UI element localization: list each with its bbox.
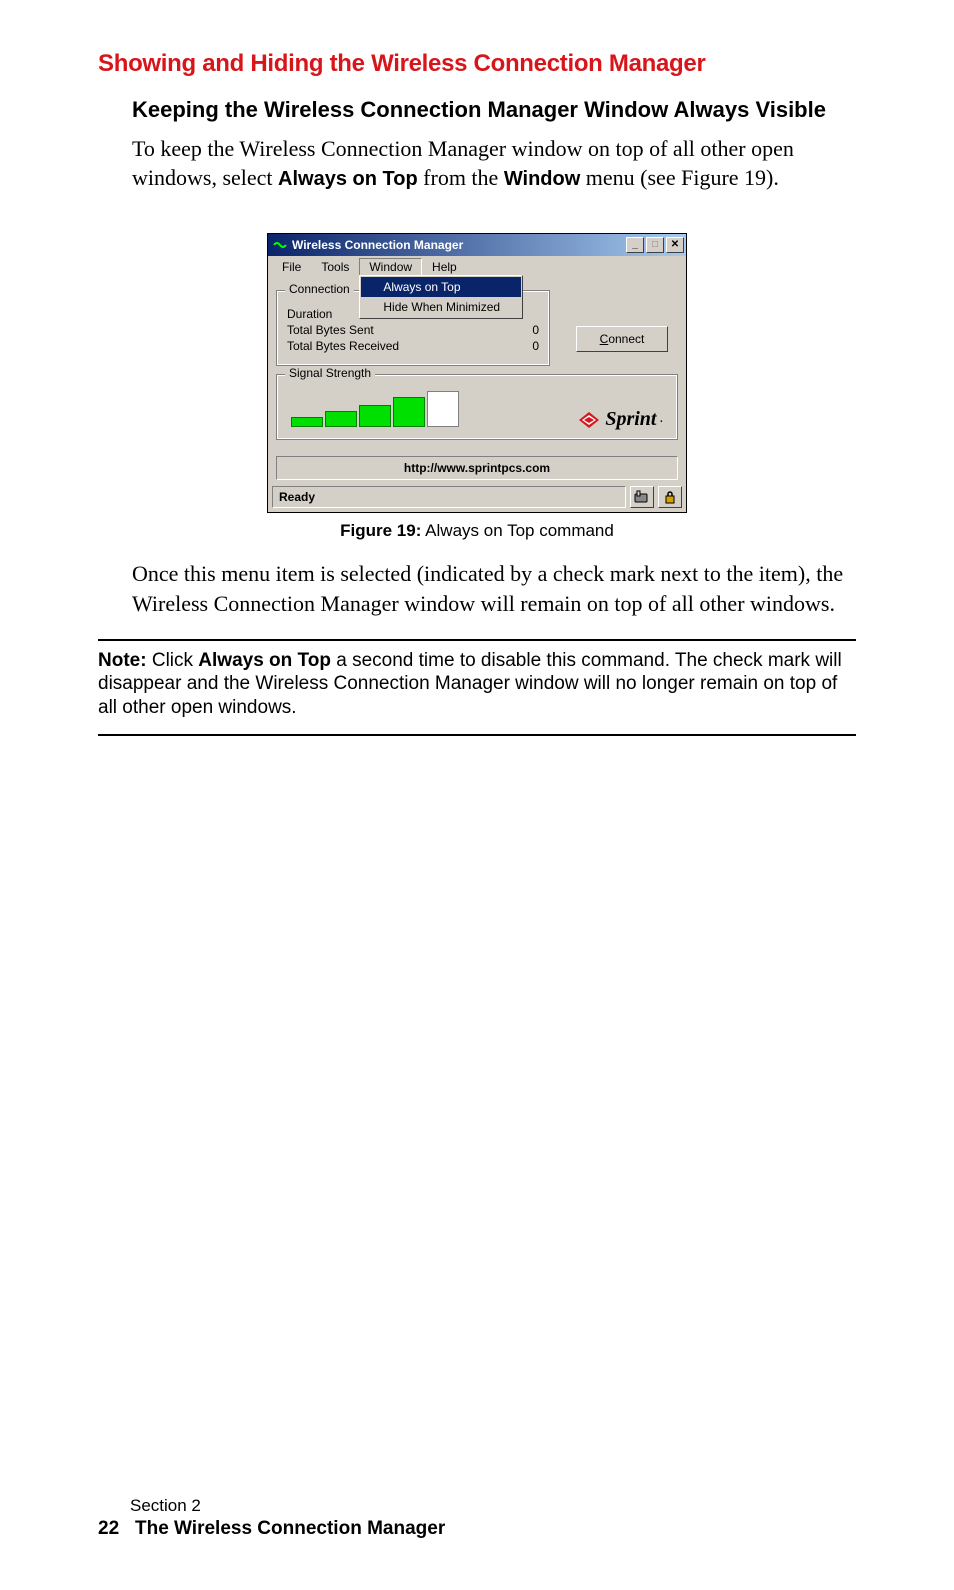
wireless-connection-manager-window: Wireless Connection Manager _ □ ✕ File T… (267, 233, 687, 513)
note-bold-aot: Always on Top (198, 650, 331, 671)
note-label: Note: (98, 650, 147, 671)
footer-chapter-title: The Wireless Connection Manager (135, 1518, 445, 1539)
figure-caption: Figure 19: Always on Top command (98, 521, 856, 541)
connect-rest: onnect (608, 332, 644, 346)
intro-text-mid: from the (418, 165, 504, 190)
page-footer: Section 2 22 The Wireless Connection Man… (98, 1496, 445, 1540)
titlebar: Wireless Connection Manager _ □ ✕ (268, 234, 686, 256)
note-rule-bottom (98, 734, 856, 736)
menu-help[interactable]: Help (422, 258, 467, 276)
menu-tools[interactable]: Tools (311, 258, 359, 276)
signal-bar (359, 405, 391, 427)
sprint-text: Sprint (605, 408, 656, 431)
connection-legend: Connection (285, 282, 354, 296)
footer-title: 22 The Wireless Connection Manager (98, 1518, 445, 1540)
paragraph-2: Once this menu item is selected (indicat… (132, 559, 856, 618)
footer-section: Section 2 (130, 1496, 445, 1516)
window-title: Wireless Connection Manager (292, 238, 624, 252)
status-text: Ready (272, 486, 626, 508)
window-dropdown: Always on Top Hide When Minimized (359, 275, 523, 319)
figure-label: Figure 19: (340, 521, 421, 540)
maximize-button: □ (646, 237, 664, 253)
connect-accel: C (600, 332, 609, 346)
signal-legend: Signal Strength (285, 366, 375, 380)
menu-item-always-on-top[interactable]: Always on Top (361, 277, 521, 297)
bytes-sent-value: 0 (509, 323, 539, 337)
section-heading: Showing and Hiding the Wireless Connecti… (98, 50, 856, 78)
intro-bold-always-on-top: Always on Top (278, 168, 418, 190)
window-controls: _ □ ✕ (624, 237, 684, 253)
intro-bold-window: Window (504, 168, 580, 190)
signal-bar (393, 397, 425, 427)
signal-bar (291, 417, 323, 427)
bytes-recv-label: Total Bytes Received (287, 339, 509, 353)
note-t1: Click (147, 650, 199, 671)
menubar: File Tools Window Always on Top Hide Whe… (268, 256, 686, 278)
signal-bar (325, 411, 357, 427)
menu-window-label: Window (369, 260, 412, 274)
status-icon-lock[interactable] (658, 486, 682, 508)
sprint-dot: . (661, 414, 664, 425)
app-icon (272, 237, 288, 253)
bytes-sent-label: Total Bytes Sent (287, 323, 509, 337)
status-icon-card[interactable] (630, 486, 654, 508)
close-button[interactable]: ✕ (666, 237, 684, 253)
sprint-logo: Sprint. (577, 408, 663, 431)
figure-container: Wireless Connection Manager _ □ ✕ File T… (98, 233, 856, 513)
note-rule-top (98, 639, 856, 641)
signal-bar (427, 391, 459, 427)
menu-file[interactable]: File (272, 258, 311, 276)
intro-text-post: menu (see Figure 19). (580, 165, 779, 190)
connect-button[interactable]: Connect (576, 326, 668, 352)
statusbar: Ready (268, 484, 686, 512)
intro-paragraph: To keep the Wireless Connection Manager … (132, 134, 856, 194)
subsection-heading: Keeping the Wireless Connection Manager … (132, 96, 856, 124)
signal-groupbox: Signal Strength Sprint. (276, 374, 678, 440)
figure-text: Always on Top command (421, 521, 613, 540)
menu-window[interactable]: Window Always on Top Hide When Minimized (359, 258, 422, 276)
page-number: 22 (98, 1518, 119, 1539)
bytes-recv-value: 0 (509, 339, 539, 353)
menu-item-hide-when-minimized[interactable]: Hide When Minimized (361, 297, 521, 317)
url-bar[interactable]: http://www.sprintpcs.com (276, 456, 678, 480)
note-paragraph: Note: Click Always on Top a second time … (98, 649, 856, 720)
minimize-button[interactable]: _ (626, 237, 644, 253)
sprint-diamond-icon (577, 410, 601, 430)
